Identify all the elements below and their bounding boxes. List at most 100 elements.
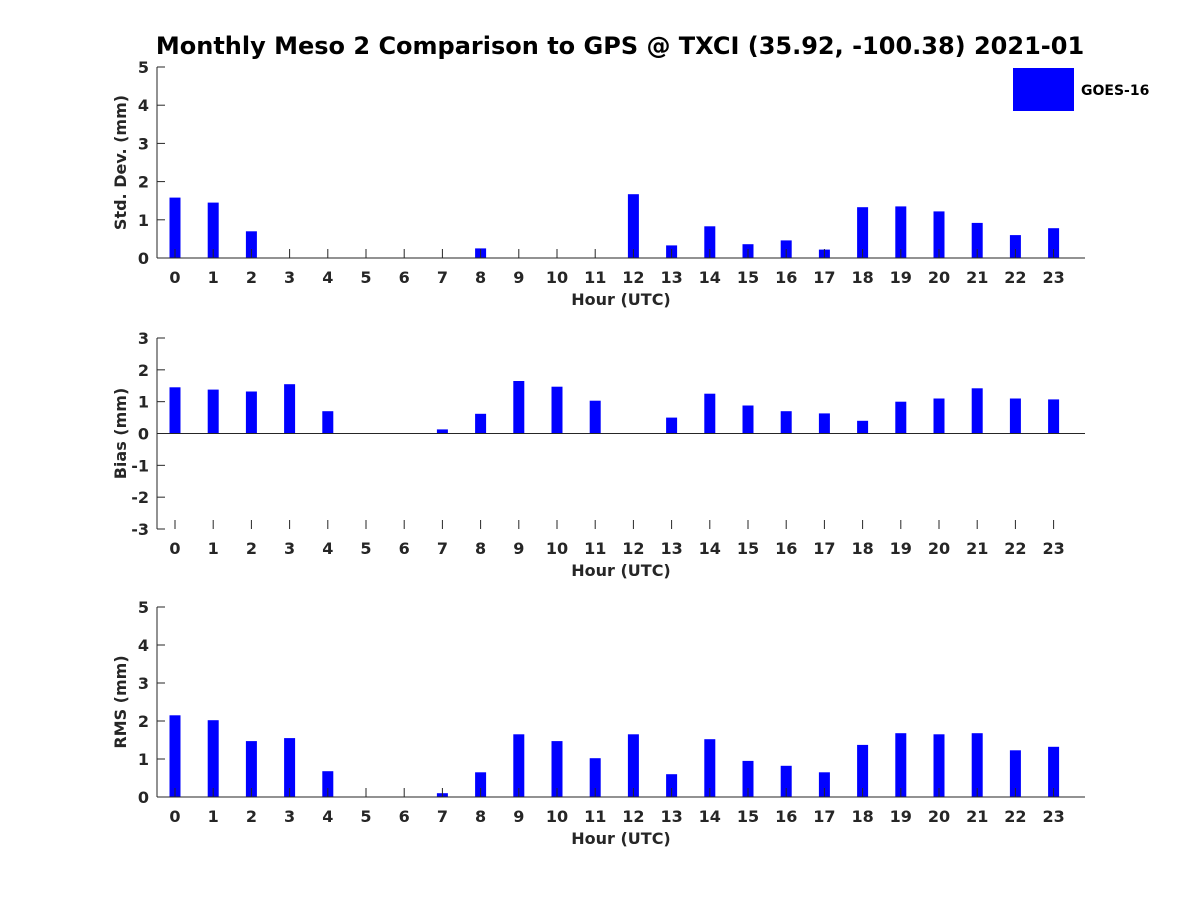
std-dev-x-tick-label: 9 — [513, 268, 524, 287]
std-dev-bar-1 — [207, 202, 219, 258]
bias-x-tick-label: 8 — [475, 539, 486, 558]
bias-bar-10 — [551, 386, 563, 434]
rms-y-axis-label: RMS (mm) — [111, 655, 130, 748]
bias-x-tick-label: 23 — [1042, 539, 1064, 558]
bias-bar-17 — [818, 413, 830, 434]
std-dev-x-tick-label: 1 — [208, 268, 219, 287]
rms-x-tick-label: 7 — [437, 807, 448, 826]
std-dev-x-tick-label: 13 — [660, 268, 682, 287]
std-dev-y-tick-label: 2 — [138, 173, 149, 192]
std-dev-x-tick-label: 5 — [360, 268, 371, 287]
bias-x-tick-label: 2 — [246, 539, 257, 558]
std-dev-x-tick-label: 15 — [737, 268, 759, 287]
rms-bar-21 — [971, 733, 983, 797]
bias-bar-23 — [1048, 399, 1060, 434]
rms-bar-8 — [475, 772, 487, 797]
bias-bar-16 — [780, 411, 792, 434]
bias-y-tick-label: 0 — [138, 425, 149, 444]
bias-x-tick-label: 0 — [169, 539, 180, 558]
bias-y-tick-label: 1 — [138, 393, 149, 412]
chart-title: Monthly Meso 2 Comparison to GPS @ TXCI … — [156, 32, 1084, 60]
rms-bar-22 — [1009, 750, 1021, 797]
rms-x-tick-label: 14 — [699, 807, 721, 826]
rms-x-tick-label: 11 — [584, 807, 606, 826]
std-dev-bar-2 — [245, 231, 257, 258]
rms-x-tick-label: 5 — [360, 807, 371, 826]
std-dev-y-axis-label: Std. Dev. (mm) — [111, 95, 130, 230]
rms-bar-1 — [207, 720, 219, 797]
std-dev-x-tick-label: 2 — [246, 268, 257, 287]
rms-y-tick-label: 3 — [138, 674, 149, 693]
rms-bar-12 — [627, 734, 639, 797]
rms-bar-13 — [666, 774, 678, 797]
rms-x-tick-label: 0 — [169, 807, 180, 826]
bias-bar-15 — [742, 405, 754, 434]
std-dev-x-tick-label: 0 — [169, 268, 180, 287]
bias-bar-22 — [1009, 398, 1021, 434]
bias-x-tick-label: 17 — [813, 539, 835, 558]
std-dev-y-tick-label: 3 — [138, 134, 149, 153]
rms-x-tick-label: 17 — [813, 807, 835, 826]
bias-x-tick-label: 22 — [1004, 539, 1026, 558]
rms-x-tick-label: 21 — [966, 807, 988, 826]
rms-x-tick-label: 12 — [622, 807, 644, 826]
legend: GOES-16 — [1013, 68, 1149, 111]
bias-y-tick-label: -2 — [131, 488, 149, 507]
bias-x-tick-label: 5 — [360, 539, 371, 558]
bias-bar-14 — [704, 393, 716, 434]
rms-bar-23 — [1048, 746, 1060, 797]
bias-bar-0 — [169, 387, 181, 434]
bias-bar-20 — [933, 398, 945, 434]
legend-label-goes16: GOES-16 — [1081, 83, 1149, 99]
rms-bar-18 — [857, 744, 869, 797]
bias-bar-8 — [475, 413, 487, 434]
std-dev-x-tick-label: 17 — [813, 268, 835, 287]
bias-y-tick-label: 2 — [138, 361, 149, 380]
bias-x-tick-label: 1 — [208, 539, 219, 558]
bias-x-tick-label: 9 — [513, 539, 524, 558]
rms-x-tick-label: 16 — [775, 807, 797, 826]
bias-bar-9 — [513, 381, 525, 434]
rms-y-tick-label: 2 — [138, 712, 149, 731]
std-dev-x-tick-label: 12 — [622, 268, 644, 287]
std-dev-x-tick-label: 21 — [966, 268, 988, 287]
std-dev-y-tick-label: 5 — [138, 58, 149, 77]
rms-x-tick-label: 1 — [208, 807, 219, 826]
std-dev-x-tick-label: 3 — [284, 268, 295, 287]
std-dev-x-tick-label: 23 — [1042, 268, 1064, 287]
rms-y-tick-label: 5 — [138, 598, 149, 617]
bias-bar-19 — [895, 401, 907, 434]
bias-y-tick-label: 3 — [138, 329, 149, 348]
std-dev-y-tick-label: 1 — [138, 211, 149, 230]
rms-x-tick-label: 20 — [928, 807, 950, 826]
bias-bar-11 — [589, 400, 601, 434]
bias-bar-4 — [322, 411, 334, 434]
std-dev-x-tick-label: 14 — [699, 268, 721, 287]
bias-bar-2 — [245, 391, 257, 434]
bias-x-tick-label: 7 — [437, 539, 448, 558]
rms-bar-17 — [818, 772, 830, 797]
std-dev-x-tick-label: 7 — [437, 268, 448, 287]
rms-bar-15 — [742, 760, 754, 797]
bias-x-tick-label: 4 — [322, 539, 333, 558]
bias-x-tick-label: 10 — [546, 539, 568, 558]
rms-bar-4 — [322, 771, 334, 797]
rms-x-tick-label: 6 — [399, 807, 410, 826]
std-dev-x-tick-label: 11 — [584, 268, 606, 287]
std-dev-bar-20 — [933, 211, 945, 258]
std-dev-bar-23 — [1048, 228, 1060, 258]
bias-bar-18 — [857, 420, 869, 434]
rms-bar-10 — [551, 741, 563, 797]
bias-x-tick-label: 14 — [699, 539, 721, 558]
bias-x-tick-label: 12 — [622, 539, 644, 558]
rms-x-tick-label: 8 — [475, 807, 486, 826]
std-dev-x-tick-label: 10 — [546, 268, 568, 287]
rms-x-axis-label: Hour (UTC) — [571, 829, 671, 848]
rms-bar-2 — [245, 741, 257, 797]
bias-x-tick-label: 3 — [284, 539, 295, 558]
rms-bar-16 — [780, 765, 792, 797]
rms-x-tick-label: 3 — [284, 807, 295, 826]
rms-x-tick-label: 4 — [322, 807, 333, 826]
rms-x-tick-label: 13 — [660, 807, 682, 826]
